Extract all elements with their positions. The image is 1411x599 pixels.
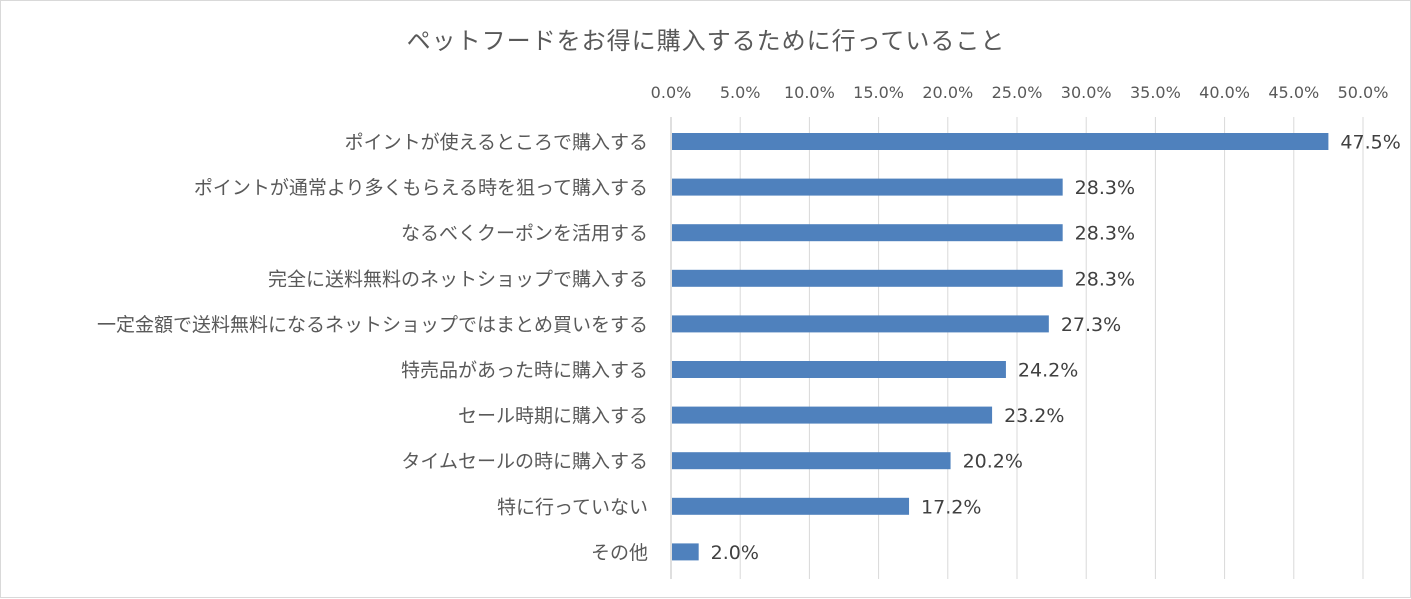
x-tick-label: 50.0% <box>1338 83 1389 102</box>
x-tick-label: 15.0% <box>853 83 904 102</box>
data-label: 27.3% <box>1061 314 1121 336</box>
data-label: 47.5% <box>1340 132 1400 154</box>
x-tick-label: 30.0% <box>1061 83 1112 102</box>
bar <box>672 224 1063 242</box>
data-label: 17.2% <box>921 496 981 518</box>
bar <box>672 361 1006 378</box>
bar <box>672 178 1063 196</box>
category-label: その他 <box>591 542 648 564</box>
data-label: 24.2% <box>1018 360 1078 382</box>
x-axis-ticks: 0.0% 5.0% 10.0% 15.0% 20.0% 25.0% 30.0% 35.0% 40… <box>651 83 1389 102</box>
data-label: 28.3% <box>1075 177 1135 199</box>
bars <box>672 133 1329 561</box>
bar <box>672 133 1329 150</box>
category-label: ポイントが使えるところで購入する <box>345 132 648 154</box>
bar <box>672 543 699 561</box>
category-label: 完全に送料無料のネットショップで購入する <box>268 268 648 290</box>
x-tick-label: 25.0% <box>992 83 1043 102</box>
bar <box>672 406 993 424</box>
category-labels: ポイントが使えるところで購入するポイントが通常より多くもらえる時を狙って購入する… <box>97 132 648 564</box>
data-label: 2.0% <box>711 542 759 564</box>
data-label: 20.2% <box>963 451 1023 473</box>
x-tick-label: 35.0% <box>1130 83 1181 102</box>
x-tick-label: 40.0% <box>1199 83 1250 102</box>
bar <box>672 315 1049 333</box>
category-label: 特売品があった時に購入する <box>401 360 648 382</box>
category-label: セール時期に購入する <box>458 405 648 427</box>
bar <box>672 269 1063 287</box>
category-label: 特に行っていない <box>497 496 648 518</box>
x-tick-label: 45.0% <box>1268 83 1319 102</box>
data-labels: 47.5% 28.3% 28.3% 28.3% 27.3% 24.2% 23.2% 20.2%… <box>711 132 1401 564</box>
chart-title: ペットフードをお得に購入するために行っていること <box>407 27 1006 55</box>
x-tick-label: 10.0% <box>784 83 835 102</box>
bar <box>672 452 951 470</box>
category-label: タイムセールの時に購入する <box>401 451 648 473</box>
x-tick-label: 5.0% <box>720 83 761 102</box>
data-label: 23.2% <box>1004 405 1064 427</box>
x-tick-label: 20.0% <box>922 83 973 102</box>
data-label: 28.3% <box>1075 223 1135 245</box>
category-label: ポイントが通常より多くもらえる時を狙って購入する <box>194 177 648 199</box>
data-label: 28.3% <box>1075 268 1135 290</box>
category-label: なるべくクーポンを活用する <box>401 223 648 245</box>
bar <box>672 497 910 515</box>
category-label: 一定金額で送料無料になるネットショップではまとめ買いをする <box>97 314 648 336</box>
x-tick-label: 0.0% <box>651 83 692 102</box>
